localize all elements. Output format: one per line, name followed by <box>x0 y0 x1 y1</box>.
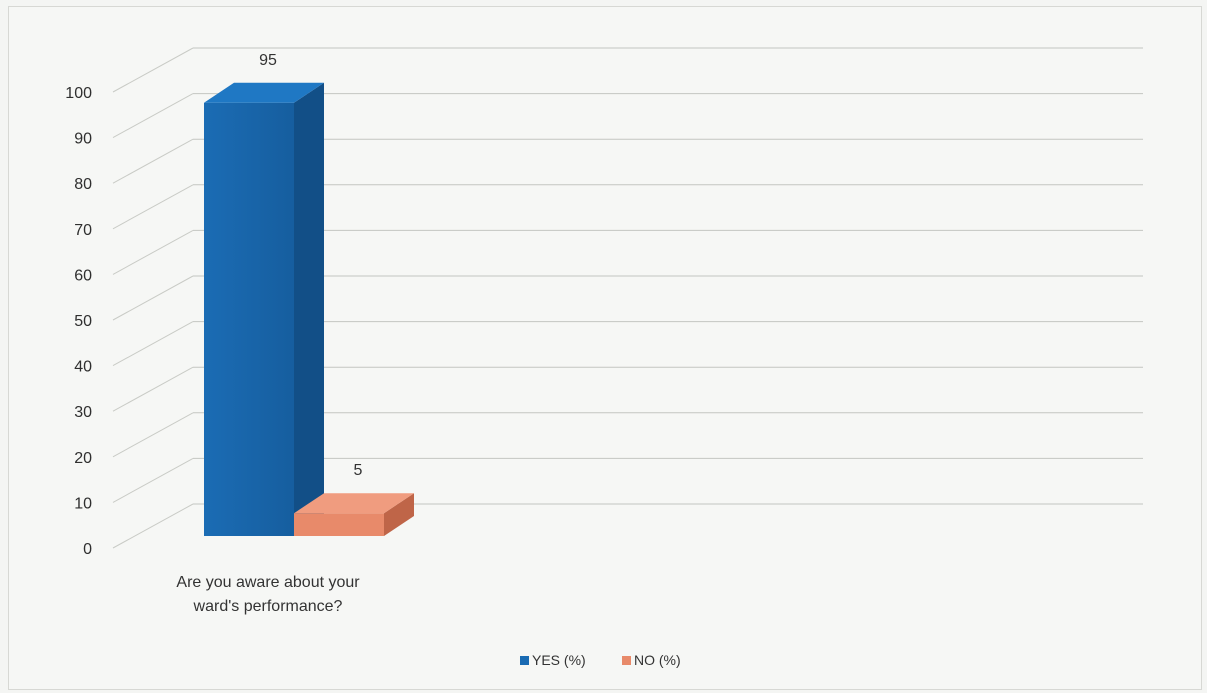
y-tick-label: 30 <box>74 404 92 421</box>
gridline-diagonal <box>112 93 194 139</box>
bar-no <box>294 493 414 536</box>
gridline-diagonal <box>112 366 194 412</box>
bar-top-face <box>204 82 324 103</box>
y-tick-label: 60 <box>74 267 92 284</box>
gridline-diagonal <box>112 412 194 458</box>
y-tick-label: 40 <box>74 359 92 376</box>
bar-side-face <box>384 493 414 536</box>
gridline-diagonal <box>112 47 194 93</box>
y-tick-label: 50 <box>74 313 92 330</box>
legend-swatch <box>622 656 631 665</box>
bar-top-face <box>294 493 414 514</box>
data-label: 95 <box>259 52 277 69</box>
legend-label: YES (%) <box>532 652 586 668</box>
legend: YES (%) NO (%) <box>520 652 681 668</box>
y-tick-label: 100 <box>65 85 92 102</box>
bar-front-face <box>204 102 294 537</box>
bar-front-face <box>294 513 384 536</box>
gridline-diagonal <box>112 138 194 184</box>
category-label: Are you aware about your <box>176 574 360 591</box>
gridline-diagonal <box>112 321 194 367</box>
y-tick-label: 90 <box>74 131 92 148</box>
category-label: ward's performance? <box>193 598 343 615</box>
grid-layer <box>112 47 1143 549</box>
bars <box>204 82 414 537</box>
legend-swatch <box>520 656 529 665</box>
y-tick-label: 20 <box>74 450 92 467</box>
bar-side-face <box>294 82 324 537</box>
gridline-diagonal <box>112 457 194 503</box>
data-labels: 95 5 <box>259 52 362 479</box>
y-tick-label: 70 <box>74 222 92 239</box>
bar-yes <box>204 82 324 537</box>
legend-label: NO (%) <box>634 652 681 668</box>
y-tick-label: 0 <box>83 541 92 558</box>
data-label: 5 <box>354 462 363 479</box>
y-tick-label: 80 <box>74 176 92 193</box>
gridline-diagonal <box>112 503 194 549</box>
y-tick-label: 10 <box>74 495 92 512</box>
gridline-diagonal <box>112 229 194 275</box>
y-axis-ticks: 0 10 20 30 40 50 60 70 80 90 100 <box>65 85 92 558</box>
category-axis: Are you aware about your ward's performan… <box>176 574 360 615</box>
gridline-diagonal <box>112 184 194 230</box>
gridline-diagonal <box>112 275 194 321</box>
